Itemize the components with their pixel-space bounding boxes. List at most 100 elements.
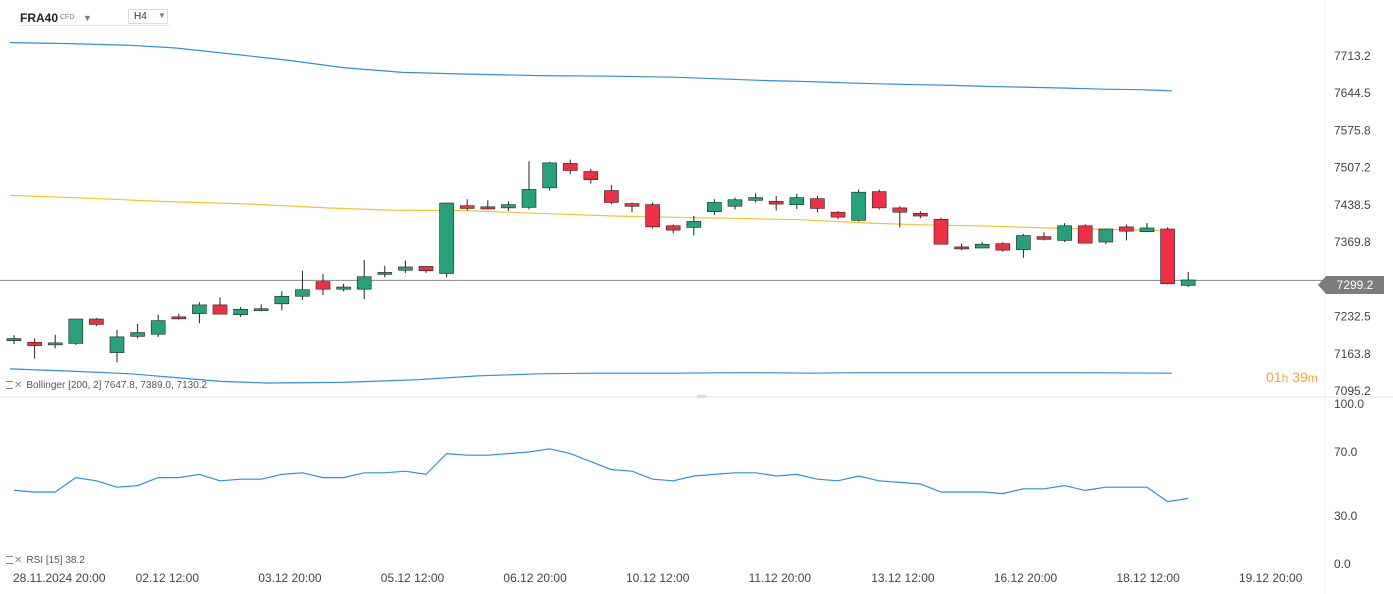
symbol-dropdown-chevron-icon[interactable]: ▼ [83, 13, 92, 23]
time-tick-label: 03.12 20:00 [258, 571, 322, 585]
candle [913, 211, 928, 219]
price-tick-label: 7575.8 [1334, 123, 1371, 137]
candle [542, 161, 557, 191]
countdown-minutes: 39 [1292, 369, 1308, 385]
candle-body [89, 318, 104, 325]
candle [1077, 224, 1093, 244]
candle [295, 270, 310, 301]
rsi-value: 38.2 [65, 555, 85, 566]
indicator-close-icon[interactable]: ✕ [14, 380, 23, 391]
price-tick-label: 7232.5 [1334, 310, 1371, 324]
candle-body [480, 206, 496, 210]
bollinger-legend: ✕ Bollinger [200, 2] 7647.8, 7389.0, 7130… [6, 380, 207, 391]
candle-body [501, 204, 516, 209]
current-price-tag: 7299.2 [1318, 276, 1384, 294]
bollinger-upper-band [9, 42, 1173, 92]
candle [480, 200, 496, 210]
time-tick-label: 02.12 12:00 [136, 571, 200, 585]
candle [810, 195, 825, 213]
candle-body [1119, 226, 1134, 232]
candle [192, 302, 207, 324]
candle [686, 216, 702, 236]
price-tick-label: 7163.8 [1334, 347, 1371, 361]
candle [707, 199, 722, 215]
candle [1119, 224, 1134, 241]
time-tick-label: 13.12 12:00 [871, 571, 935, 585]
candle [1180, 271, 1196, 288]
candle [398, 260, 413, 273]
candle [892, 206, 908, 228]
indicator-close-icon[interactable]: ✕ [14, 555, 23, 566]
bollinger-middle-band [9, 194, 1173, 232]
candle [604, 185, 619, 205]
candle-body [439, 202, 454, 274]
candle [624, 202, 640, 213]
candle [6, 335, 22, 344]
time-tick-label: 11.12 20:00 [749, 571, 812, 585]
candle-body [130, 332, 145, 337]
candle [1139, 223, 1155, 233]
candle-body [1139, 227, 1155, 233]
candle [89, 317, 104, 327]
timeframe-dropdown-chevron-icon: ▼ [158, 11, 166, 20]
candle [212, 297, 228, 315]
price-tick-label: 7713.2 [1334, 49, 1371, 63]
candle-body [377, 272, 393, 275]
candle-body [810, 198, 825, 209]
indicator-settings-icon[interactable] [6, 381, 13, 390]
candle-body [1077, 225, 1093, 244]
candle-body [913, 213, 928, 217]
candle [871, 189, 887, 210]
candle-body [192, 304, 207, 314]
candle-body [830, 211, 846, 218]
candle-countdown: 01h 39m [1266, 369, 1318, 385]
countdown-h: h [1281, 371, 1289, 385]
candle-body [68, 318, 84, 344]
time-tick-label: 16.12 20:00 [994, 571, 1058, 585]
bollinger-name: Bollinger [26, 380, 66, 391]
candle-body [1016, 235, 1031, 250]
candle [1057, 223, 1072, 243]
rsi-tick-label: 70.0 [1334, 445, 1358, 459]
candle [274, 291, 290, 311]
candle [459, 199, 475, 211]
candle-body [995, 243, 1011, 251]
candle [439, 202, 454, 278]
candle-body [418, 266, 434, 272]
chart-toolbar: FRA40 CFD ▼ H4 ▼ [0, 0, 180, 26]
candle-body [624, 203, 640, 207]
bollinger-lower-band [9, 368, 1173, 384]
time-tick-label: 06.12 20:00 [503, 571, 567, 585]
bollinger-values: 7647.8, 7389.0, 7130.2 [104, 380, 208, 391]
candle-body [933, 218, 949, 245]
candle [933, 217, 949, 245]
candle-body [150, 320, 166, 335]
candle-body [315, 281, 331, 290]
candle [109, 329, 125, 363]
bollinger-params: [200, 2] [68, 380, 102, 391]
symbol-name[interactable]: FRA40 [20, 11, 59, 25]
candle [356, 259, 372, 299]
candle-body [851, 191, 866, 221]
candle-body [686, 221, 702, 228]
candle [171, 313, 187, 320]
candle [768, 195, 784, 211]
candle-body [583, 171, 599, 181]
timeframe-select[interactable]: H4 ▼ [128, 9, 168, 24]
candle-body [604, 190, 619, 203]
time-tick-label: 18.12 12:00 [1116, 571, 1180, 585]
candle [233, 307, 248, 317]
rsi-tick-label: 30.0 [1334, 509, 1358, 523]
candle [377, 265, 393, 278]
candle-body [27, 342, 42, 346]
indicator-settings-icon[interactable] [6, 556, 13, 565]
candle-body [892, 207, 908, 213]
toolbar-divider [20, 25, 170, 26]
candle-body [212, 304, 228, 315]
candle [1098, 228, 1114, 245]
candle [315, 274, 331, 296]
time-tick-label: 28.11.2024 20:00 [13, 571, 106, 585]
candle-body [768, 201, 784, 205]
candle-body [727, 199, 743, 207]
